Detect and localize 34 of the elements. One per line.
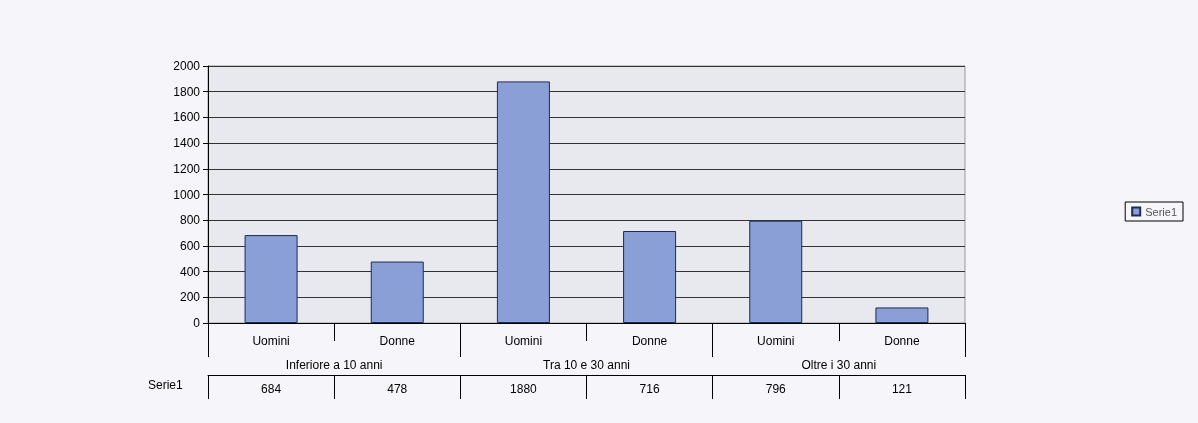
x-tick-label: Uomini [252,334,290,348]
x-tick-label: Uomini [504,334,543,348]
text: Tra 10 e 30 anni [543,358,630,372]
y-tick-label: 1000 [173,187,201,202]
bar [623,230,677,323]
data-label: 796 [765,382,787,396]
text: Oltre i 30 anni [801,358,877,372]
data-label: 684 [261,382,282,396]
legend-label: Serie1 [1145,205,1177,218]
x-tick-label: Donne [379,334,416,348]
y-tick-label: 600 [179,238,201,253]
x-tick-label: Donne [631,334,668,348]
data-label: 478 [387,382,408,396]
x-tick-label: Donne [884,334,920,348]
y-tick-label: 400 [179,264,201,279]
bar [749,220,803,323]
data-label: 121 [891,382,913,396]
bar [244,235,298,323]
y-tick-label: 800 [179,213,201,228]
bar [496,81,550,323]
bar [875,307,929,323]
y-tick-label: 1800 [173,84,201,99]
text: Inferiore a 10 anni [285,358,383,372]
y-tick-label: 0 [193,316,201,330]
y-tick-label: 1600 [173,110,201,125]
y-tick-label: 1400 [173,136,201,151]
bar [370,261,424,323]
y-tick-label: 2000 [173,59,201,73]
x-tick-label: Uomini [757,334,795,348]
y-tick-label: 200 [179,290,201,305]
text: Serie1 [148,378,183,392]
data-label: 1880 [510,382,538,396]
y-tick-label: 1200 [173,161,201,176]
data-label: 716 [639,382,660,396]
